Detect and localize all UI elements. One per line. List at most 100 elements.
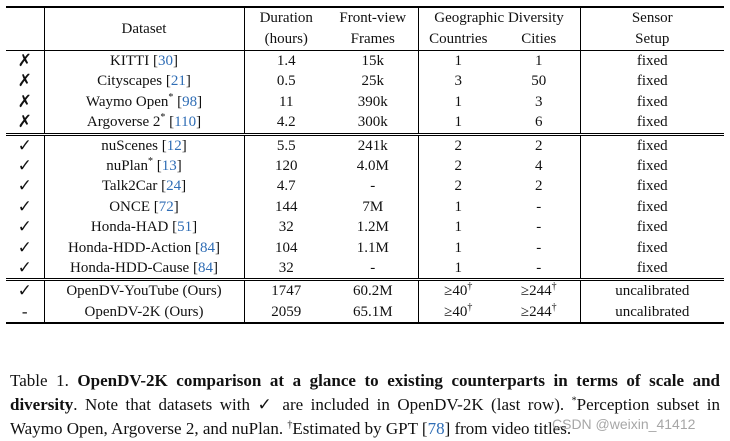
table-row-ours: - OpenDV-2K (Ours) 2059 65.1M ≥40† ≥244† uncal…: [6, 301, 725, 325]
countries-cell: ≥40†: [417, 278, 498, 302]
dash-mark: -: [6, 301, 44, 325]
dataset-name: Cityscapes: [97, 73, 166, 90]
check-icon: ✓: [17, 237, 32, 257]
citation-link[interactable]: 84: [197, 260, 213, 277]
duration-cell: 32: [243, 258, 328, 280]
table-row: ✓ nuPlan* [13] 120 4.0M 2 4 fixed: [6, 156, 725, 177]
sensor-cell: uncalibrated: [579, 278, 725, 302]
citation-link[interactable]: 84: [200, 239, 216, 256]
header-row-2: (hours) Frames Countries Cities Setup: [6, 29, 725, 51]
watermark: CSDN @weixin_41412: [552, 416, 696, 432]
table-body: ✗ KITTI [30] 1.4 15k 1 1 fixed ✗ Cityscapes [21]…: [6, 50, 725, 325]
duration-cell: 0.5: [243, 71, 328, 92]
dataset-name: OpenDV-2K (Ours): [43, 301, 244, 325]
dataset-name-cell: Talk2Car [24]: [43, 176, 244, 197]
citation-link[interactable]: 30: [157, 53, 173, 69]
sensor-cell: fixed: [579, 258, 725, 280]
dataset-name-cell: KITTI [30]: [43, 50, 244, 72]
cities-cell: -: [536, 239, 542, 256]
dataset-name-cell: Waymo Open* [98]: [43, 91, 244, 113]
header-duration: Duration: [243, 6, 328, 29]
check-icon: ✓: [17, 217, 32, 237]
header-countries: Countries: [417, 29, 498, 51]
citation-link[interactable]: 98: [182, 93, 198, 110]
perception-star: *: [168, 91, 174, 103]
dataset-name: Honda-HAD: [90, 219, 173, 236]
sensor-cell: fixed: [579, 217, 725, 238]
table-row: ✓ Talk2Car [24] 4.7 - 2 2 fixed: [6, 176, 725, 197]
dataset-name-cell: Cityscapes [21]: [43, 71, 244, 92]
countries-value: ≥40: [444, 303, 468, 320]
caption-text-3: Perception subset in Waymo Open, Argover…: [10, 395, 720, 438]
duration-cell: 4.2: [243, 112, 328, 135]
check-icon: ✓: [17, 176, 32, 196]
citation-link[interactable]: 51: [177, 219, 193, 236]
countries-cell: 1: [417, 91, 498, 113]
citation-link[interactable]: 12: [166, 137, 182, 154]
sensor-cell: fixed: [579, 237, 725, 259]
cities-cell: 2: [498, 132, 581, 157]
table-row: ✗ KITTI [30] 1.4 15k 1 1 fixed: [6, 50, 725, 72]
header-sensor: Sensor: [579, 6, 725, 29]
caption-cite-link[interactable]: 78: [427, 419, 445, 438]
duration-cell: 1.4: [243, 50, 328, 72]
caption-text-2: are included in OpenDV-2K (last row).: [274, 395, 572, 414]
citation-link[interactable]: 13: [161, 158, 177, 175]
sensor-cell: fixed: [579, 112, 725, 135]
citation-link[interactable]: 24: [166, 178, 182, 195]
header-cities: Cities: [521, 31, 557, 47]
cities-cell: -: [536, 260, 542, 277]
frames-cell: 390k: [357, 93, 388, 110]
countries-cell: 1: [417, 112, 498, 135]
sensor-cell: fixed: [579, 156, 725, 177]
caption-text-4: Estimated by GPT [: [292, 419, 428, 438]
header-frames: Front-view: [328, 6, 418, 29]
duration-cell: 104: [243, 237, 328, 259]
duration-cell: 11: [243, 91, 328, 113]
duration-cell: 144: [243, 196, 328, 218]
perception-star: *: [147, 156, 153, 168]
citation-link[interactable]: 72: [158, 198, 174, 215]
frames-cell: 1.1M: [356, 239, 389, 256]
duration-cell: 5.5: [243, 132, 328, 157]
table-row: ✗ Cityscapes [21] 0.5 25k 3 50 fixed: [6, 71, 725, 92]
countries-cell: 2: [417, 176, 498, 197]
countries-cell: 1: [417, 258, 498, 280]
dagger-mark: †: [551, 301, 557, 313]
countries-cell: 1: [417, 237, 498, 259]
table-row: ✓ Honda-HDD-Action [84] 104 1.1M 1 - fixed: [6, 237, 725, 259]
dagger-mark: †: [467, 301, 473, 313]
table-row: ✗ Argoverse 2* [110] 4.2 300k 1 6 fixed: [6, 112, 725, 135]
header-mark-col: [6, 6, 44, 51]
dataset-name-cell: Argoverse 2* [110]: [43, 112, 244, 135]
dagger-mark: †: [467, 281, 473, 293]
caption-star: *: [571, 395, 577, 407]
cross-icon: ✗: [17, 91, 32, 111]
table-row: ✓ ONCE [72] 144 7M 1 - fixed: [6, 196, 725, 218]
dataset-name: ONCE: [109, 198, 154, 215]
dataset-name-cell: Honda-HDD-Action [84]: [43, 237, 244, 259]
citation-link[interactable]: 110: [174, 114, 197, 131]
cities-cell: 1: [498, 50, 581, 72]
cities-value: ≥244: [520, 303, 552, 320]
frames-cell: -: [370, 178, 376, 195]
table-row: ✓ Honda-HAD [51] 32 1.2M 1 - fixed: [6, 217, 725, 238]
frames-cell: 7M: [362, 198, 384, 215]
caption-text-1: . Note that datasets with: [73, 395, 258, 414]
cities-cell: ≥244†: [498, 301, 581, 325]
frames-cell: 60.2M: [328, 278, 418, 302]
citation-link[interactable]: 21: [170, 73, 186, 90]
dataset-name: nuPlan: [106, 158, 148, 175]
sensor-cell: fixed: [579, 71, 725, 92]
cities-cell: 2: [535, 178, 543, 195]
duration-cell: 4.7: [243, 176, 328, 197]
caption-text-5: ] from video titles.: [444, 419, 572, 438]
frames-cell: 25k: [361, 73, 385, 90]
countries-cell: ≥40†: [417, 301, 498, 325]
header-dataset: Dataset: [43, 6, 244, 51]
frames-cell: 241k: [328, 132, 418, 157]
table-row: ✗ Waymo Open* [98] 11 390k 1 3 fixed: [6, 91, 725, 113]
header-frames-l2: Frames: [350, 31, 395, 47]
duration-cell: 2059: [243, 301, 328, 325]
countries-cell: 1: [417, 196, 498, 218]
